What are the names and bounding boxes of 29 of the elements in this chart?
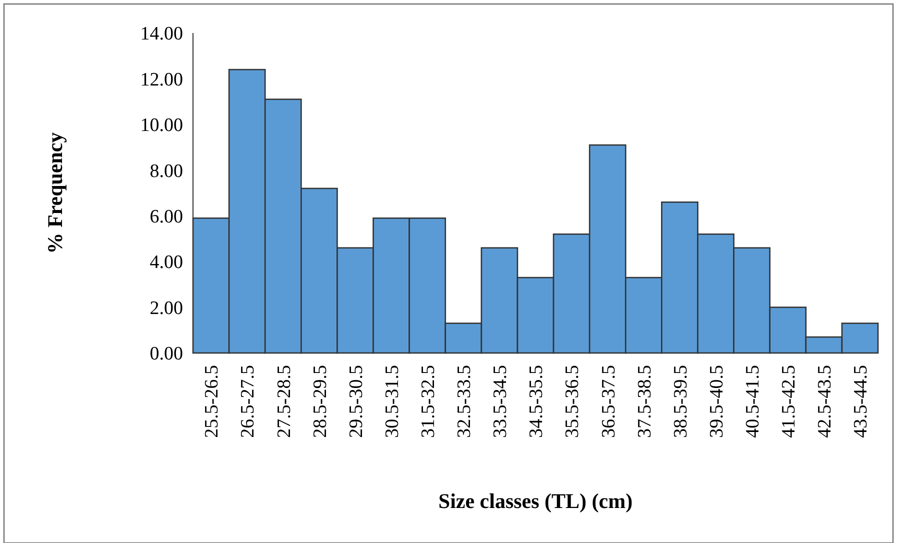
x-tick-label: 28.5-29.5 — [310, 365, 331, 438]
x-tick-label: 39.5-40.5 — [706, 365, 728, 438]
x-tick-label: 34.5-35.5 — [526, 365, 548, 438]
y-tick-label: 2.00 — [150, 298, 183, 319]
x-tick-label: 43.5-44.5 — [850, 365, 872, 438]
x-tick-label: 26.5-27.5 — [238, 365, 259, 438]
y-tick-label: 0.00 — [150, 344, 183, 365]
x-axis-title: Size classes (TL) (cm) — [438, 489, 633, 513]
y-tick-label: 10.00 — [140, 115, 183, 136]
x-tick-label: 37.5-38.5 — [634, 365, 656, 438]
x-tick-label: 31.5-32.5 — [418, 365, 439, 438]
y-tick-label: 4.00 — [150, 252, 183, 274]
x-tick-label: 33.5-34.5 — [490, 365, 512, 438]
x-tick-label: 32.5-33.5 — [454, 365, 476, 438]
y-tick-label: 12.00 — [140, 69, 183, 90]
x-tick-label: 41.5-42.5 — [778, 365, 800, 438]
y-axis-title: % Frequency — [43, 132, 67, 254]
y-tick-label: 6.00 — [150, 206, 183, 228]
x-tick-label: 38.5-39.5 — [670, 365, 692, 438]
x-tick-label: 42.5-43.5 — [814, 365, 836, 438]
x-tick-label: 40.5-41.5 — [742, 365, 764, 438]
x-tick-label: 36.5-37.5 — [598, 365, 620, 438]
x-tick-label: 25.5-26.5 — [202, 365, 223, 438]
x-tick-label: 35.5-36.5 — [562, 365, 584, 438]
x-tick-label: 30.5-31.5 — [382, 365, 403, 438]
y-tick-label: 8.00 — [150, 160, 183, 182]
x-tick-label: 29.5-30.5 — [346, 365, 367, 438]
x-tick-label: 27.5-28.5 — [274, 365, 295, 438]
y-tick-label: 14.00 — [140, 24, 183, 45]
